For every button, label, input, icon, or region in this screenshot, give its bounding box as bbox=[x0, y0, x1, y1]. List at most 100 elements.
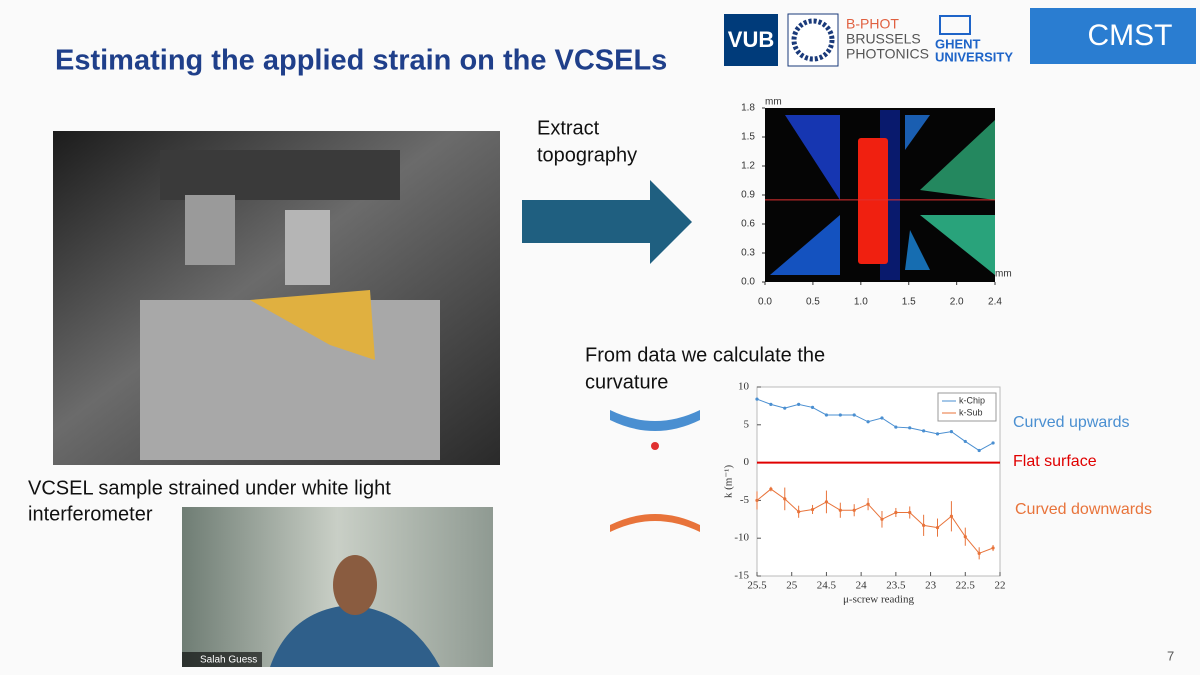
curvature-text: curvature bbox=[585, 371, 668, 393]
data-point bbox=[908, 510, 912, 515]
data-point bbox=[880, 517, 884, 521]
series-line bbox=[756, 488, 994, 554]
name-tag bbox=[182, 652, 262, 667]
y-tick-label: 5 bbox=[744, 418, 750, 430]
data-point bbox=[755, 397, 759, 401]
bphot-text: BRUSSELS bbox=[846, 31, 921, 47]
x-tick-label: 2.0 bbox=[950, 297, 964, 308]
y-tick-label: 1.2 bbox=[741, 161, 755, 172]
arrow bbox=[522, 180, 692, 264]
x-tick-label: 0.5 bbox=[806, 297, 820, 308]
arrow-label: Extract bbox=[537, 117, 600, 139]
data-point bbox=[991, 546, 995, 550]
data-point bbox=[797, 402, 801, 406]
bphot-text: PHOTONICS bbox=[846, 46, 929, 62]
data-point bbox=[991, 441, 995, 445]
data-point bbox=[935, 432, 940, 436]
y-unit: mm bbox=[765, 97, 782, 108]
y-axis-label: k (m⁻¹) bbox=[723, 465, 735, 499]
data-point bbox=[797, 510, 801, 514]
photo-caption: interferometer bbox=[28, 503, 153, 525]
data-point bbox=[769, 402, 773, 406]
person bbox=[333, 555, 377, 615]
bphot-text: B-PHOT bbox=[846, 16, 899, 32]
ghent-text: UNIVERSITY bbox=[935, 49, 1013, 64]
vub-logo bbox=[724, 14, 778, 66]
topography-region bbox=[905, 115, 930, 150]
data-point bbox=[824, 500, 829, 504]
x-tick-label: 24.5 bbox=[817, 580, 837, 592]
data-point bbox=[894, 425, 898, 429]
curved-down-shape bbox=[610, 514, 700, 532]
data-point bbox=[963, 439, 967, 444]
cmst-text: CMST bbox=[1088, 19, 1173, 52]
legend-label: k-Chip bbox=[959, 395, 985, 405]
y-tick-label: -15 bbox=[734, 570, 749, 582]
vcsel-chip bbox=[858, 138, 888, 264]
topography-region bbox=[920, 120, 995, 200]
arrow-label: topography bbox=[537, 144, 637, 166]
y-tick-label: 10 bbox=[738, 381, 750, 393]
curvature-text: From data we calculate the bbox=[585, 344, 825, 366]
legend bbox=[937, 392, 997, 422]
legend-label: k-Sub bbox=[959, 407, 983, 417]
x-tick-label: 2.4 bbox=[988, 297, 1002, 308]
series-line bbox=[756, 398, 994, 452]
slide-title: Estimating the applied strain on the VCS… bbox=[55, 45, 667, 77]
photo-part bbox=[285, 210, 330, 285]
photo-part bbox=[185, 195, 235, 265]
data-point bbox=[922, 523, 926, 527]
data-point bbox=[935, 526, 940, 530]
ghent-icon bbox=[939, 15, 971, 35]
curved-up-shape bbox=[610, 410, 700, 431]
y-tick-label: 0.3 bbox=[741, 248, 755, 259]
data-point bbox=[880, 416, 884, 420]
topography-region bbox=[770, 215, 840, 275]
y-tick-label: 0.6 bbox=[741, 219, 755, 230]
person bbox=[270, 605, 440, 667]
data-point bbox=[852, 413, 856, 417]
data-point bbox=[908, 426, 912, 430]
y-tick-label: 0.9 bbox=[741, 190, 755, 201]
annotation: Flat surface bbox=[1013, 453, 1097, 470]
topography-region bbox=[905, 230, 930, 270]
data-point bbox=[977, 551, 981, 555]
x-tick-label: 25.5 bbox=[747, 580, 767, 592]
data-point bbox=[838, 413, 842, 417]
x-tick-label: 0.0 bbox=[758, 297, 772, 308]
bphot-circle bbox=[791, 18, 835, 62]
photo-part bbox=[250, 290, 375, 360]
data-point bbox=[949, 514, 954, 518]
data-point bbox=[810, 405, 815, 410]
ghent-text: GHENT bbox=[935, 36, 981, 51]
topography-region bbox=[920, 215, 995, 275]
y-tick-label: 0.0 bbox=[741, 277, 755, 288]
data-point bbox=[769, 487, 773, 491]
data-point bbox=[838, 508, 842, 512]
data-point bbox=[977, 448, 981, 453]
data-point bbox=[783, 497, 787, 501]
data-point bbox=[894, 510, 898, 515]
data-point bbox=[755, 498, 759, 502]
lab-photo bbox=[53, 131, 500, 465]
y-tick-label: 1.5 bbox=[741, 132, 755, 143]
annotation: Curved upwards bbox=[1013, 414, 1130, 431]
data-point bbox=[810, 507, 815, 512]
data-point bbox=[866, 420, 870, 424]
topography-region bbox=[785, 115, 840, 200]
data-point bbox=[866, 502, 870, 506]
x-tick-label: 24 bbox=[856, 580, 868, 592]
participant-name: Salah Guess bbox=[200, 655, 257, 666]
x-tick-label: 1.5 bbox=[902, 297, 916, 308]
y-tick-label: -10 bbox=[734, 532, 749, 544]
x-axis-label: μ-screw reading bbox=[843, 594, 914, 606]
data-point bbox=[783, 406, 787, 410]
vub-text: VUB bbox=[728, 27, 774, 52]
x-tick-label: 22 bbox=[995, 580, 1006, 592]
x-tick-label: 23.5 bbox=[886, 580, 906, 592]
x-tick-label: 22.5 bbox=[956, 580, 976, 592]
webcam: Salah Guess bbox=[182, 507, 493, 667]
x-tick-label: 25 bbox=[786, 580, 798, 592]
cmst-logo bbox=[1030, 8, 1196, 64]
